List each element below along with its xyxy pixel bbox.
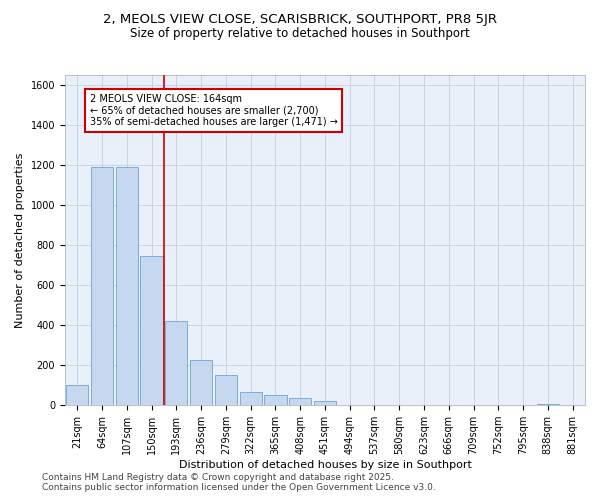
Y-axis label: Number of detached properties: Number of detached properties (15, 152, 25, 328)
Bar (314, 401, 336, 405)
Text: Contains HM Land Registry data © Crown copyright and database right 2025.
Contai: Contains HM Land Registry data © Crown c… (42, 473, 436, 492)
Bar (66, 385, 88, 405)
Bar (91, 167, 113, 405)
Text: 2, MEOLS VIEW CLOSE, SCARISBRICK, SOUTHPORT, PR8 5JR: 2, MEOLS VIEW CLOSE, SCARISBRICK, SOUTHP… (103, 12, 497, 26)
Bar (239, 392, 262, 405)
Bar (140, 256, 163, 405)
Bar (289, 398, 311, 405)
Bar (537, 404, 559, 405)
Bar (116, 167, 138, 405)
Bar (215, 375, 237, 405)
Bar (190, 360, 212, 405)
Bar (165, 321, 187, 405)
Text: Size of property relative to detached houses in Southport: Size of property relative to detached ho… (130, 28, 470, 40)
X-axis label: Distribution of detached houses by size in Southport: Distribution of detached houses by size … (179, 460, 472, 470)
Bar (264, 395, 287, 405)
Text: 2 MEOLS VIEW CLOSE: 164sqm
← 65% of detached houses are smaller (2,700)
35% of s: 2 MEOLS VIEW CLOSE: 164sqm ← 65% of deta… (89, 94, 338, 127)
